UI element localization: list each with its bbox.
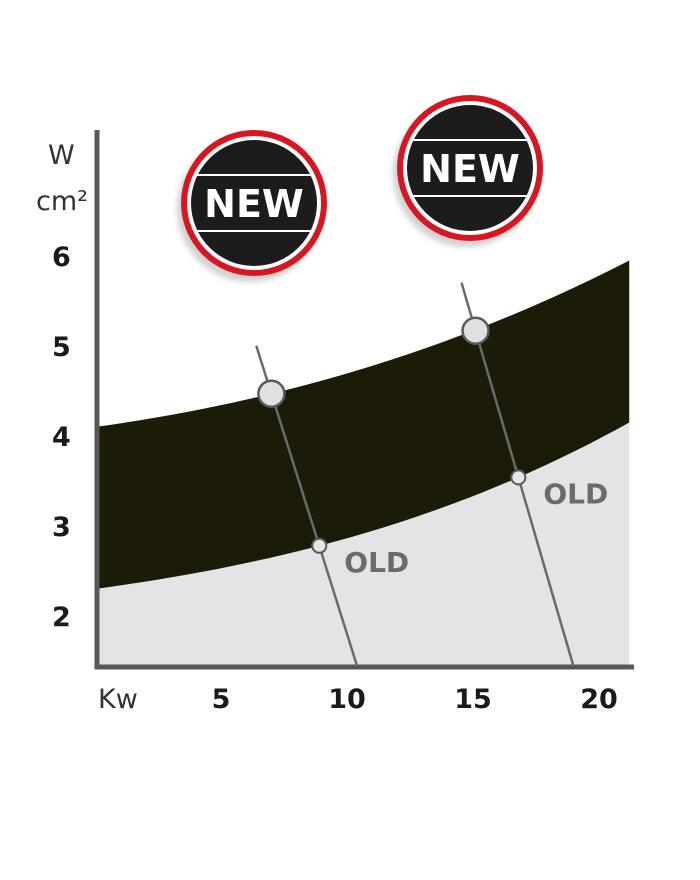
- x-tick-label: 10: [328, 684, 366, 715]
- y-tick-label: 6: [52, 242, 71, 273]
- old-point: [311, 537, 328, 554]
- badge-label: NEW: [204, 182, 304, 226]
- new-band: [97, 260, 630, 589]
- y-axis-label-cm2: cm²: [36, 186, 88, 217]
- y-tick-label: 3: [52, 512, 71, 543]
- old-point: [510, 469, 527, 486]
- new-point: [461, 316, 490, 345]
- x-axis-label: Kw: [98, 684, 138, 715]
- old-label: OLD: [543, 477, 608, 510]
- plot-area: [97, 260, 630, 666]
- y-tick-label: 5: [52, 332, 71, 363]
- new-badge: NEW: [397, 95, 543, 241]
- badge-label: NEW: [420, 147, 520, 191]
- badge-core: [407, 105, 533, 231]
- old-region: [97, 422, 630, 666]
- new-badge: NEW: [181, 130, 327, 276]
- old-label: OLD: [344, 546, 409, 579]
- x-tick-label: 15: [454, 684, 492, 715]
- y-tick-label: 2: [52, 602, 71, 633]
- x-tick-label: 5: [212, 684, 231, 715]
- y-tick-label: 4: [52, 422, 71, 453]
- axes: W cm² Kw: [36, 130, 634, 715]
- badge-core: [191, 140, 317, 266]
- x-tick-label: 20: [580, 684, 618, 715]
- y-axis-label-w: W: [48, 140, 75, 171]
- new-point: [257, 379, 286, 408]
